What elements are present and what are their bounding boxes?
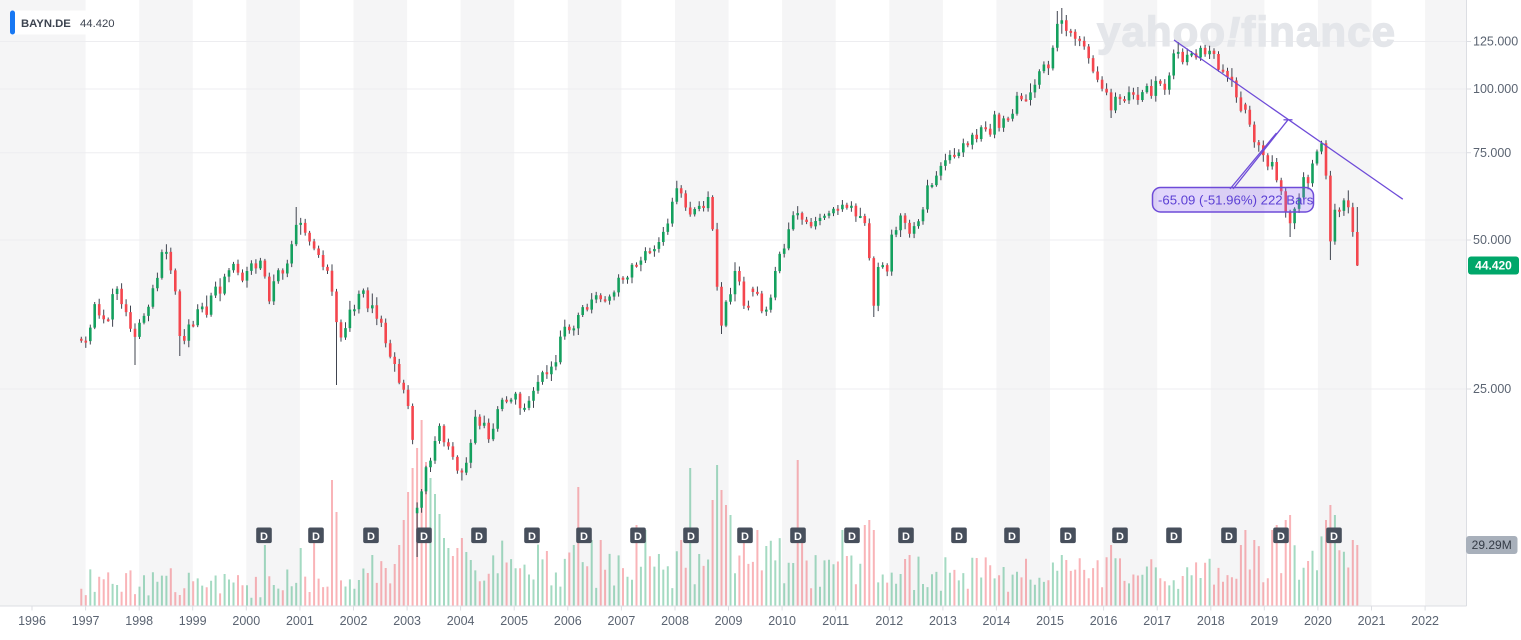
svg-text:D: D [955, 531, 963, 543]
svg-text:D: D [1008, 531, 1016, 543]
svg-text:2010: 2010 [768, 614, 796, 628]
svg-text:yahoo!finance: yahoo!finance [1097, 8, 1396, 55]
svg-text:D: D [1116, 531, 1124, 543]
svg-text:44.420: 44.420 [1475, 259, 1512, 273]
svg-text:2015: 2015 [1036, 614, 1064, 628]
svg-text:2013: 2013 [929, 614, 957, 628]
svg-text:2008: 2008 [661, 614, 689, 628]
svg-text:29.29M: 29.29M [1472, 538, 1512, 552]
svg-text:D: D [367, 531, 375, 543]
svg-text:D: D [794, 531, 802, 543]
svg-text:D: D [848, 531, 856, 543]
svg-text:2002: 2002 [340, 614, 368, 628]
svg-text:D: D [528, 531, 536, 543]
svg-text:2007: 2007 [607, 614, 635, 628]
svg-text:D: D [1277, 531, 1285, 543]
svg-text:D: D [741, 531, 749, 543]
svg-text:2019: 2019 [1250, 614, 1278, 628]
svg-text:BAYN.DE: BAYN.DE [21, 18, 71, 30]
svg-text:2017: 2017 [1143, 614, 1171, 628]
svg-text:100.000: 100.000 [1473, 82, 1518, 96]
svg-text:50.000: 50.000 [1473, 233, 1511, 247]
svg-text:D: D [580, 531, 588, 543]
svg-text:1998: 1998 [125, 614, 153, 628]
svg-text:D: D [687, 531, 695, 543]
svg-text:D: D [312, 531, 320, 543]
svg-text:125.000: 125.000 [1473, 35, 1518, 49]
svg-text:25.000: 25.000 [1473, 382, 1511, 396]
svg-text:75.000: 75.000 [1473, 146, 1511, 160]
svg-text:2014: 2014 [982, 614, 1010, 628]
svg-text:2003: 2003 [393, 614, 421, 628]
svg-text:D: D [902, 531, 910, 543]
svg-text:D: D [1225, 531, 1233, 543]
svg-text:D: D [1170, 531, 1178, 543]
svg-text:D: D [1330, 531, 1338, 543]
svg-text:2011: 2011 [822, 614, 849, 628]
svg-text:2016: 2016 [1090, 614, 1118, 628]
svg-text:D: D [420, 531, 428, 543]
svg-text:2000: 2000 [232, 614, 260, 628]
svg-text:2005: 2005 [500, 614, 528, 628]
svg-text:1996: 1996 [18, 614, 46, 628]
svg-text:2009: 2009 [715, 614, 743, 628]
svg-text:2012: 2012 [875, 614, 903, 628]
svg-text:1999: 1999 [179, 614, 207, 628]
svg-text:D: D [475, 531, 483, 543]
svg-text:2020: 2020 [1304, 614, 1332, 628]
svg-text:44.420: 44.420 [80, 18, 115, 30]
svg-text:D: D [634, 531, 642, 543]
svg-text:2006: 2006 [554, 614, 582, 628]
svg-text:D: D [1064, 531, 1072, 543]
svg-text:2018: 2018 [1197, 614, 1225, 628]
svg-text:D: D [260, 531, 268, 543]
svg-text:2001: 2001 [286, 614, 314, 628]
svg-text:2022: 2022 [1411, 614, 1439, 628]
svg-text:-65.09 (-51.96%) 222 Bars: -65.09 (-51.96%) 222 Bars [1158, 193, 1314, 208]
svg-text:2021: 2021 [1358, 614, 1386, 628]
svg-text:2004: 2004 [447, 614, 475, 628]
svg-text:1997: 1997 [72, 614, 100, 628]
